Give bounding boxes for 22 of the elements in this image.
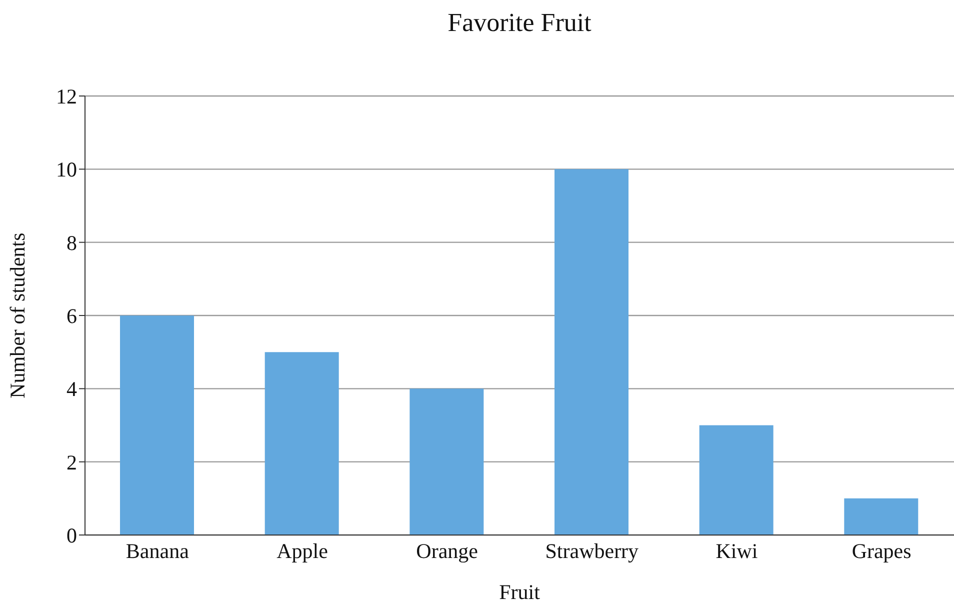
x-tick-label: Banana xyxy=(126,538,190,563)
bar xyxy=(699,425,774,535)
bar xyxy=(120,316,194,535)
y-tick-label: 4 xyxy=(66,377,78,402)
x-axis-title: Fruit xyxy=(499,580,540,604)
x-tick-label: Apple xyxy=(276,538,328,563)
y-tick-label: 8 xyxy=(66,230,77,255)
bar xyxy=(554,169,628,535)
y-axis-title: Number of students xyxy=(5,232,30,398)
chart-title: Favorite Fruit xyxy=(446,8,592,39)
bar xyxy=(264,352,339,535)
y-tick-label: 10 xyxy=(56,158,77,182)
y-tick-label: 0 xyxy=(66,523,77,548)
x-tick-label: Grapes xyxy=(852,538,912,563)
y-tick-label: 12 xyxy=(56,84,77,108)
y-tick-label: 2 xyxy=(66,450,77,474)
x-tick-label: Strawberry xyxy=(545,538,640,563)
y-tick-label: 6 xyxy=(66,304,77,328)
bar xyxy=(410,388,484,535)
bar xyxy=(844,498,918,535)
x-tick-label: Orange xyxy=(416,538,478,563)
x-tick-label: Kiwi xyxy=(716,538,758,563)
